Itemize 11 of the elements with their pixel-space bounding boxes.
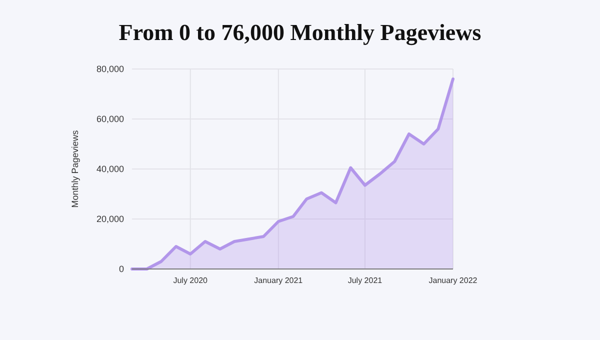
x-tick-label: July 2020: [173, 276, 208, 285]
y-tick-label: 0: [118, 264, 124, 274]
x-tick-label: January 2022: [428, 276, 478, 285]
y-tick-label: 80,000: [96, 64, 124, 74]
y-tick-label: 60,000: [96, 114, 124, 124]
y-axis-title: Monthly Pageviews: [70, 130, 80, 208]
y-tick-label: 40,000: [96, 164, 124, 174]
y-tick-label: 20,000: [96, 214, 124, 224]
x-tick-label: January 2021: [254, 276, 304, 285]
x-tick-label: July 2021: [348, 276, 383, 285]
chart-title: From 0 to 76,000 Monthly Pageviews: [118, 20, 482, 46]
